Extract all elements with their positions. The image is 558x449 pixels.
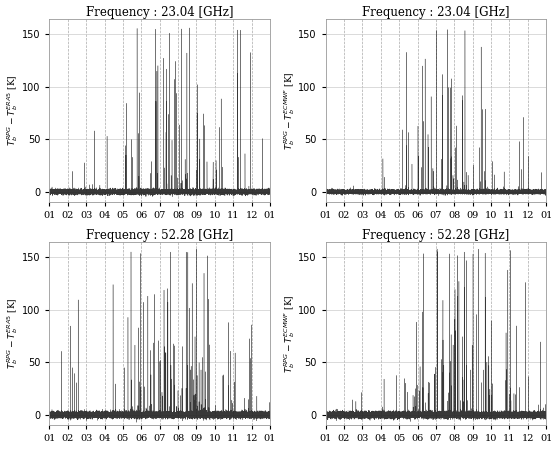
Title: Frequency : 23.04 [GHz]: Frequency : 23.04 [GHz]	[86, 5, 233, 18]
Title: Frequency : 23.04 [GHz]: Frequency : 23.04 [GHz]	[362, 5, 509, 18]
Y-axis label: $T_b^{RPG} - T_b^{ERA5}$ [K]: $T_b^{RPG} - T_b^{ERA5}$ [K]	[6, 75, 21, 146]
Y-axis label: $T_b^{RPG} - T_b^{ECMWF}$ [K]: $T_b^{RPG} - T_b^{ECMWF}$ [K]	[282, 294, 297, 373]
Y-axis label: $T_b^{RPG} - T_b^{ERA5}$ [K]: $T_b^{RPG} - T_b^{ERA5}$ [K]	[6, 298, 21, 369]
Y-axis label: $T_b^{RPG} - T_b^{ECMWF}$ [K]: $T_b^{RPG} - T_b^{ECMWF}$ [K]	[282, 71, 297, 150]
Title: Frequency : 52.28 [GHz]: Frequency : 52.28 [GHz]	[86, 229, 233, 242]
Title: Frequency : 52.28 [GHz]: Frequency : 52.28 [GHz]	[362, 229, 509, 242]
